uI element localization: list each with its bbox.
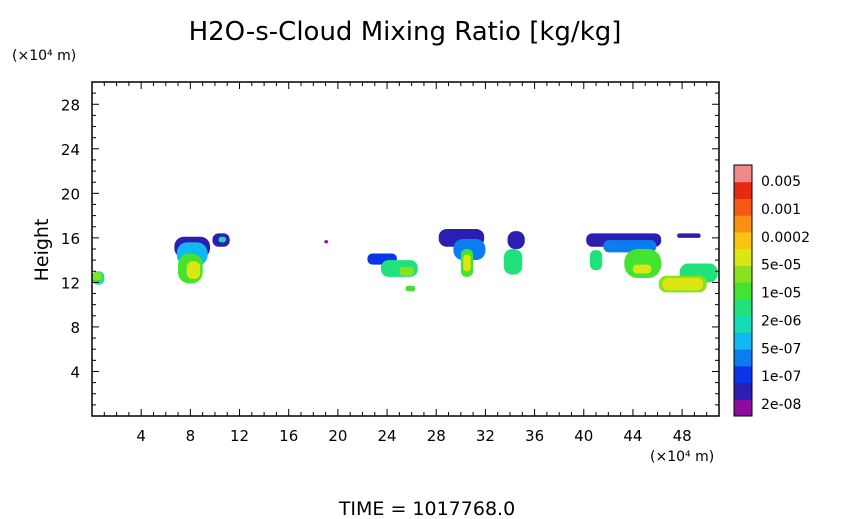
colorbar-swatch-4 [734, 332, 752, 350]
x-tick-label: 4 [136, 427, 146, 445]
cloud-cell-5 [218, 236, 227, 243]
colorbar-swatch-12 [734, 198, 752, 216]
cloud-cell-26 [677, 233, 701, 238]
cloud-cell-17 [503, 249, 523, 275]
y-tick-label: 4 [70, 363, 80, 381]
cloud-cell-27 [324, 240, 329, 244]
cloud-cell-15 [463, 254, 471, 272]
colorbar-swatch-14 [734, 165, 752, 183]
y-axis-unit: (×10⁴ m) [12, 48, 76, 64]
cloud-cell-10 [399, 266, 415, 276]
cloud-cell-25 [662, 277, 704, 291]
colorbar-label: 5e-07 [761, 341, 801, 357]
x-tick-label: 16 [279, 427, 298, 445]
x-tick-label: 28 [427, 427, 446, 445]
cloud-field [92, 228, 718, 293]
colorbar-swatch-0 [734, 399, 752, 417]
colorbar-swatch-9 [734, 248, 752, 266]
y-tick-label: 16 [61, 230, 80, 248]
y-tick-labels: 4 8 12 16 20 24 28 [61, 96, 80, 381]
x-tick-label: 20 [328, 427, 347, 445]
colorbar-swatch-11 [734, 215, 752, 233]
colorbar-label: 2e-08 [761, 397, 801, 413]
colorbar [733, 164, 753, 417]
cloud-cell-7 [92, 272, 102, 281]
y-tick-label: 12 [61, 274, 80, 292]
x-tick-label: 40 [574, 427, 593, 445]
colorbar-label: 2e-06 [761, 313, 801, 329]
colorbar-label: 1e-05 [761, 286, 801, 302]
colorbar-label: 5e-05 [761, 258, 801, 274]
x-tick-label: 12 [230, 427, 249, 445]
colorbar-swatch-10 [734, 231, 752, 250]
colorbar-swatch-2 [734, 365, 752, 384]
y-tick-label: 8 [70, 319, 80, 337]
colorbar-label: 0.005 [761, 174, 801, 190]
cloud-cell-21 [624, 249, 662, 278]
cloud-cell-11 [405, 285, 416, 292]
cloud-cell-20 [589, 250, 603, 271]
colorbar-swatch-6 [734, 298, 752, 317]
colorbar-labels: 0.005 0.001 0.0002 5e-05 1e-05 2e-06 5e-07 1e-0… [761, 174, 810, 413]
y-axis-label: Height [31, 219, 53, 282]
colorbar-swatch-1 [734, 382, 752, 400]
cloud-cell-16 [507, 231, 525, 249]
time-footer: TIME = 1017768.0 [338, 498, 515, 519]
colorbar-swatch-7 [734, 282, 752, 300]
colorbar-swatch-13 [734, 181, 752, 199]
axis-ticks [91, 81, 720, 417]
cloud-cell-22 [632, 264, 652, 274]
colorbar-label: 0.0002 [761, 230, 810, 246]
x-axis-unit: (×10⁴ m) [650, 449, 714, 465]
x-tick-label: 36 [525, 427, 544, 445]
colorbar-label: 1e-07 [761, 369, 801, 385]
chart-title: H2O-s-Cloud Mixing Ratio [kg/kg] [189, 17, 622, 47]
colorbar-frame [733, 164, 753, 417]
cloud-cell-3 [186, 261, 201, 280]
x-tick-label: 24 [378, 427, 397, 445]
x-tick-label: 48 [673, 427, 692, 445]
colorbar-swatch-5 [734, 315, 752, 333]
colorbar-swatch-3 [734, 349, 752, 367]
y-tick-label: 24 [61, 141, 80, 159]
x-tick-label: 8 [186, 427, 196, 445]
colorbar-label: 0.001 [761, 202, 801, 218]
colorbar-swatch-8 [734, 265, 752, 283]
x-tick-label: 32 [476, 427, 495, 445]
x-tick-label: 44 [623, 427, 642, 445]
x-tick-labels: 4 8 12 16 20 24 28 32 36 40 44 48 [136, 427, 691, 445]
y-tick-label: 28 [61, 96, 80, 114]
y-tick-label: 20 [61, 185, 80, 203]
